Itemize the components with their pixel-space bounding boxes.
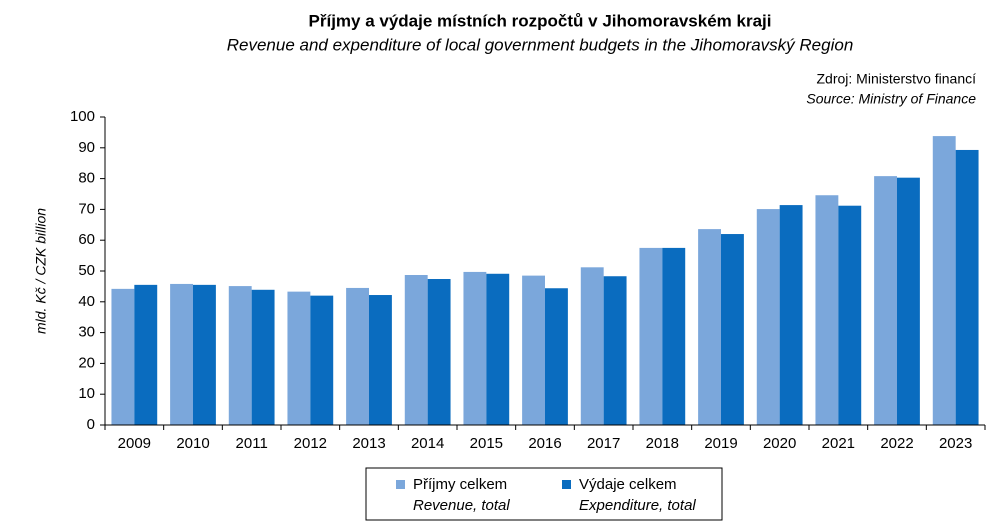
bar — [897, 177, 920, 425]
bar — [486, 273, 510, 425]
x-tick-label: 2010 — [176, 435, 209, 452]
bar — [310, 295, 334, 425]
legend-swatch — [562, 480, 571, 489]
source: Source: Ministry of Finance — [806, 91, 976, 107]
bar — [756, 209, 780, 425]
x-tick-label: 2016 — [528, 435, 561, 452]
x-tick-label: 2018 — [646, 435, 679, 452]
legend-label: Výdaje celkem — [579, 476, 677, 493]
y-tick-label: 100 — [70, 108, 95, 125]
bar — [522, 275, 545, 425]
y-axis-label: mld. Kč / CZK billion — [33, 208, 49, 334]
y-tick-label: 50 — [78, 262, 95, 279]
x-tick-label: 2013 — [352, 435, 385, 452]
legend-label: Revenue, total — [413, 497, 510, 514]
bar — [580, 267, 604, 425]
legend-swatch — [396, 480, 405, 489]
y-tick-label: 40 — [78, 293, 95, 310]
x-tick-label: 2014 — [411, 435, 444, 452]
y-tick-label: 90 — [78, 139, 95, 156]
x-tick-label: 2009 — [118, 435, 151, 452]
legend-label: Příjmy celkem — [413, 476, 507, 493]
bar — [228, 286, 252, 425]
bar — [170, 283, 193, 425]
x-tick-label: 2023 — [939, 435, 972, 452]
bar — [932, 136, 956, 425]
bar — [662, 247, 686, 425]
bar — [698, 229, 721, 425]
chart-title: Příjmy a výdaje místních rozpočtů v Jiho… — [309, 11, 772, 30]
x-tick-label: 2022 — [880, 435, 913, 452]
legend-box — [365, 467, 723, 521]
bar — [815, 195, 839, 425]
x-tick-label: 2020 — [763, 435, 796, 452]
y-tick-label: 30 — [78, 324, 95, 341]
y-tick-label: 10 — [78, 385, 95, 402]
bar — [545, 288, 568, 425]
bar — [287, 291, 311, 425]
bar — [251, 289, 275, 425]
x-tick-label: 2011 — [236, 435, 268, 452]
bar — [427, 279, 451, 425]
bar — [721, 234, 744, 425]
bar — [111, 288, 135, 425]
y-tick-label: 60 — [78, 231, 95, 248]
chart-subtitle: Revenue and expenditure of local governm… — [227, 35, 854, 54]
bar — [346, 287, 369, 425]
bar — [193, 284, 216, 425]
y-tick-label: 70 — [78, 200, 95, 217]
x-tick-label: 2015 — [470, 435, 503, 452]
y-tick-label: 80 — [78, 170, 95, 187]
x-tick-label: 2021 — [822, 435, 855, 452]
bar — [779, 205, 803, 425]
bar — [603, 276, 627, 425]
x-tick-label: 2012 — [294, 435, 327, 452]
bar — [134, 284, 158, 425]
y-tick-label: 0 — [87, 416, 95, 433]
bar — [838, 205, 862, 425]
legend-label: Expenditure, total — [579, 497, 696, 514]
bar — [955, 149, 979, 425]
bar — [404, 275, 428, 425]
x-tick-label: 2017 — [587, 435, 620, 452]
bar — [463, 271, 487, 425]
bar — [874, 176, 897, 425]
x-tick-label: 2019 — [704, 435, 737, 452]
bar — [369, 295, 392, 425]
bar — [639, 247, 663, 425]
y-tick-label: 20 — [78, 354, 95, 371]
source: Zdroj: Ministerstvo financí — [817, 71, 977, 87]
